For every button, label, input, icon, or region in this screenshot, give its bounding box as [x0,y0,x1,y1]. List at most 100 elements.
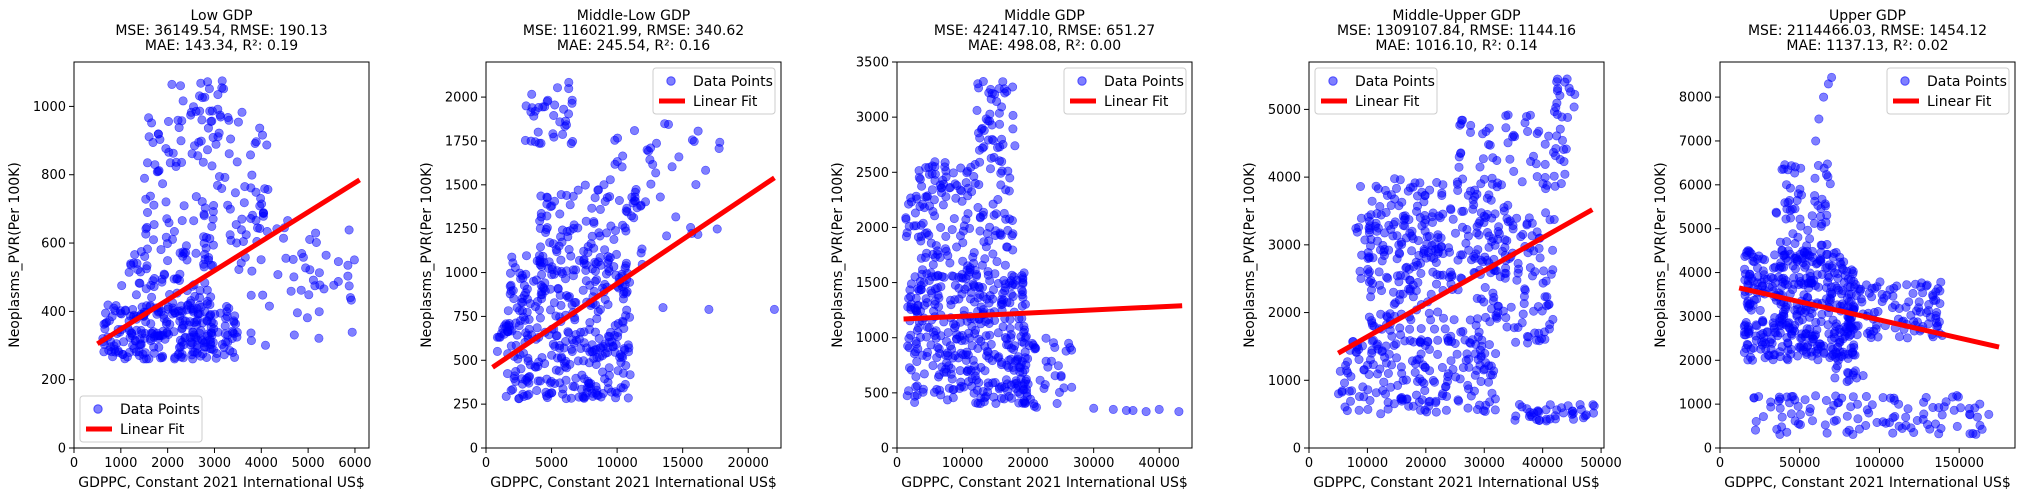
data-point [1535,415,1545,425]
data-point [1374,267,1384,277]
data-point [605,175,615,185]
data-point [551,311,561,321]
data-point [1340,378,1350,388]
data-point [1005,314,1015,324]
data-point [305,235,315,245]
data-point [1108,404,1118,414]
data-point [1952,421,1962,431]
data-point [237,107,247,117]
data-point [526,107,536,117]
data-point [1550,181,1560,191]
data-point [1922,280,1932,290]
data-point [191,248,201,258]
data-point [146,336,156,346]
data-point [217,184,227,194]
data-point [157,277,167,287]
data-point [1552,405,1562,415]
data-point [1456,119,1466,129]
data-point [982,351,992,361]
data-point [149,273,159,283]
data-point [954,272,964,282]
data-point [1480,252,1490,262]
data-point [1742,250,1752,260]
data-point [1419,245,1429,255]
data-point [986,339,996,349]
data-point [1488,370,1498,380]
data-point [505,268,515,278]
data-point [946,363,956,373]
data-point [288,254,298,264]
data-point [1564,83,1574,93]
data-point [349,255,359,265]
data-point [1888,428,1898,438]
data-point [599,180,609,190]
data-point [924,162,934,172]
y-tick-label: 0 [1293,442,1301,457]
data-point [344,281,354,291]
data-point [915,276,925,286]
data-point [1413,201,1423,211]
data-point [538,251,548,261]
data-point [1446,331,1456,341]
data-point [658,303,668,313]
data-point [1903,333,1913,343]
data-point [1549,147,1559,157]
data-point [655,192,665,202]
legend-label: Data Points [120,402,200,418]
data-point [1506,302,1516,312]
data-point [948,393,958,403]
y-tick-label: 1000 [33,100,66,115]
data-point [1459,206,1469,216]
data-point [222,311,232,321]
data-point [1421,215,1431,225]
data-point [1748,355,1758,365]
data-point [1807,337,1817,347]
data-point [978,207,988,217]
data-point [321,250,331,260]
data-point [1431,407,1441,417]
data-point [1777,164,1787,174]
data-point [201,243,211,253]
data-point [197,197,207,207]
data-point [1433,349,1443,359]
data-point [595,253,605,263]
data-point [1487,179,1497,189]
data-point [214,128,224,138]
data-point [610,226,620,236]
data-point [1479,406,1489,416]
data-point [162,214,172,224]
data-point [974,83,984,93]
data-point [346,295,356,305]
data-point [1814,282,1824,292]
data-point [581,216,591,226]
data-point [1382,272,1392,282]
y-tick-label: 500 [864,386,889,401]
data-point [262,140,272,150]
data-point [146,319,156,329]
data-point [1367,348,1377,358]
data-point [263,185,273,195]
data-point [1861,391,1871,401]
data-point [1391,339,1401,349]
data-point [604,263,614,273]
data-point [987,89,997,99]
data-point [507,326,517,336]
data-point [555,209,565,219]
data-point [177,216,187,226]
data-point [1802,241,1812,251]
data-point [1751,416,1761,426]
data-point [1500,273,1510,283]
data-point [1903,404,1913,414]
data-point [1451,228,1461,238]
data-point [1446,267,1456,277]
data-point [258,290,268,300]
data-point [983,135,993,145]
data-point [985,291,995,301]
axes-frame [896,61,1193,449]
data-point [551,245,561,255]
data-point [535,376,545,386]
data-point [333,257,343,267]
data-point [164,117,174,127]
x-tick-label: 50000 [1779,456,1820,471]
